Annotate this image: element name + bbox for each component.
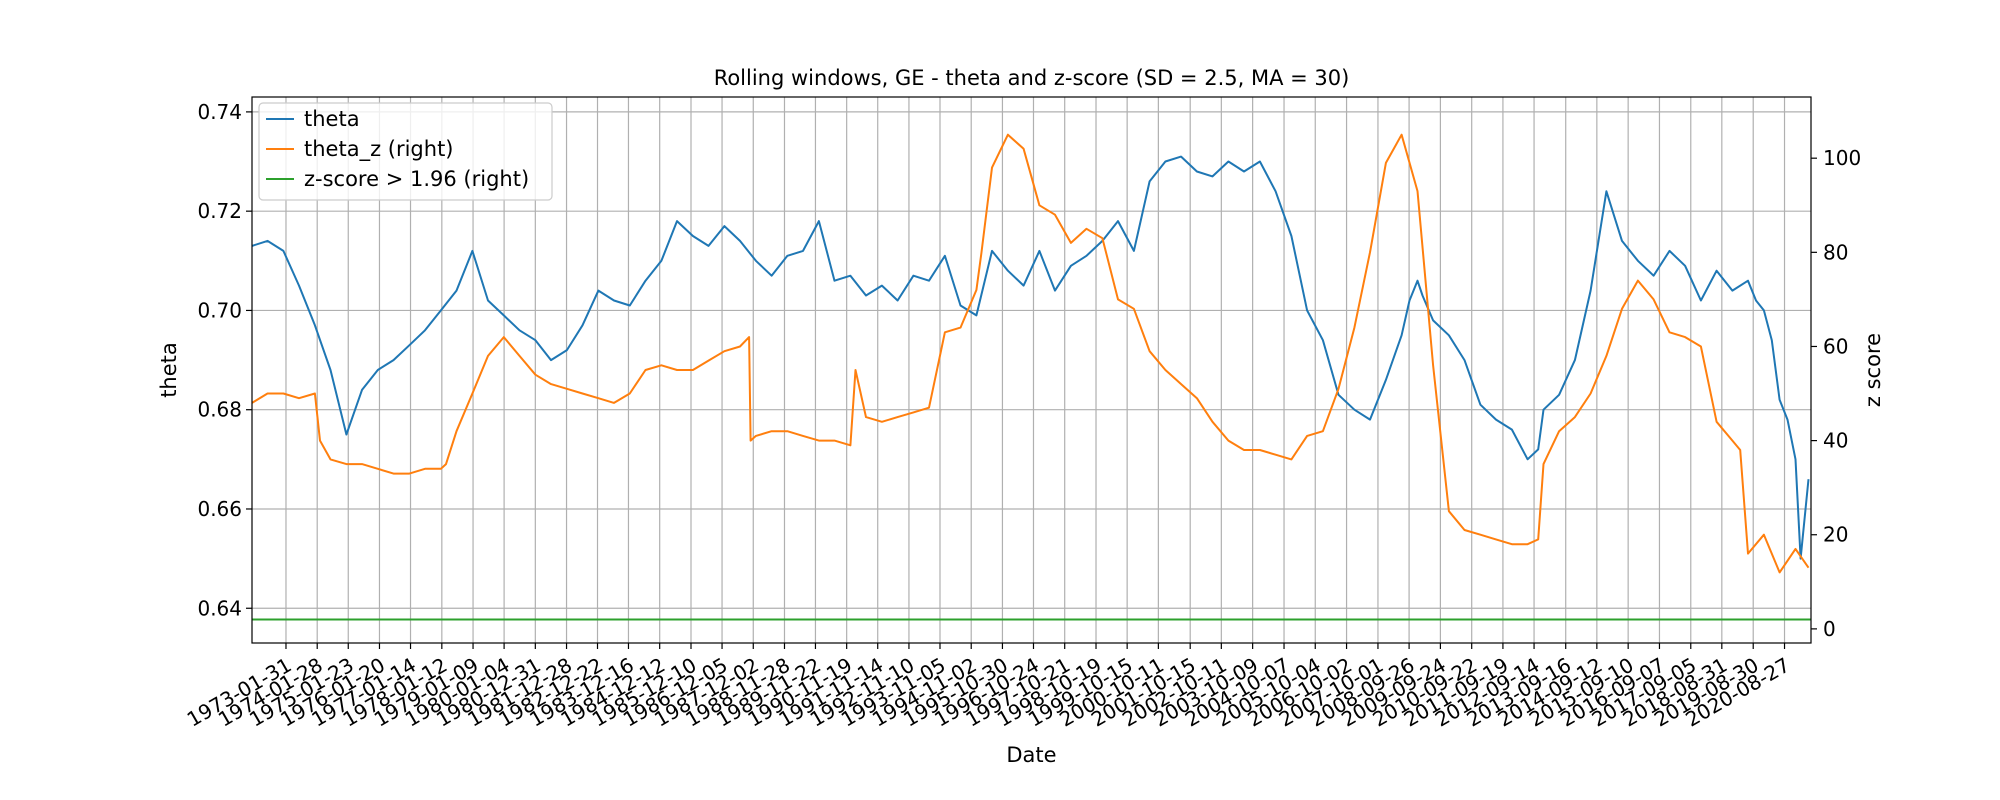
chart-title: Rolling windows, GE - theta and z-score … bbox=[714, 66, 1350, 90]
y-tick-label-right: 0 bbox=[1823, 617, 1836, 641]
legend-label: z-score > 1.96 (right) bbox=[304, 167, 529, 191]
plot-frame bbox=[251, 96, 1812, 644]
y-tick-label-right: 80 bbox=[1823, 240, 1848, 264]
series-line-theta bbox=[251, 155, 1810, 560]
axes: 0.640.660.680.700.720.740204060801001973… bbox=[183, 100, 1861, 732]
y-tick-label: 0.70 bbox=[197, 298, 242, 322]
y-tick-label: 0.74 bbox=[197, 100, 242, 124]
y-axis-label-right: z score bbox=[1861, 333, 1885, 407]
x-axis-label: Date bbox=[1006, 743, 1056, 767]
y-tick-label-right: 60 bbox=[1823, 334, 1848, 358]
y-tick-label: 0.64 bbox=[197, 596, 242, 620]
y-axis-label: theta bbox=[157, 342, 181, 398]
y-tick-label: 0.66 bbox=[197, 497, 242, 521]
legend: theta theta_z (right) z-score > 1.96 (righ… bbox=[258, 102, 553, 201]
legend-label: theta_z (right) bbox=[304, 137, 454, 162]
legend-label: theta bbox=[304, 107, 360, 131]
y-tick-label-right: 100 bbox=[1823, 146, 1861, 170]
plot-area bbox=[251, 133, 1811, 621]
y-tick-label-right: 20 bbox=[1823, 523, 1848, 547]
y-tick-label: 0.68 bbox=[197, 398, 242, 422]
legend-box bbox=[258, 102, 553, 201]
series-line-theta_z bbox=[251, 133, 1810, 574]
y-tick-label: 0.72 bbox=[197, 199, 242, 223]
y-tick-label-right: 40 bbox=[1823, 429, 1848, 453]
